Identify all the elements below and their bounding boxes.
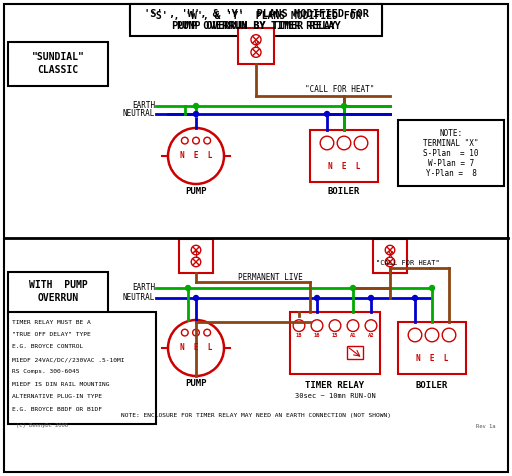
Circle shape (194, 103, 199, 109)
Text: (c) BennyDc 2006: (c) BennyDc 2006 (16, 424, 68, 428)
Circle shape (194, 296, 199, 300)
Text: TERMINAL "X": TERMINAL "X" (423, 139, 479, 149)
Circle shape (413, 296, 417, 300)
Text: "CALL FOR HEAT": "CALL FOR HEAT" (305, 85, 375, 93)
FancyBboxPatch shape (4, 4, 508, 472)
Circle shape (181, 329, 188, 336)
FancyBboxPatch shape (130, 8, 382, 28)
Circle shape (314, 296, 319, 300)
Circle shape (181, 137, 188, 144)
Text: X: X (253, 41, 259, 50)
Text: BOILER: BOILER (416, 381, 448, 390)
Text: N  E  L: N E L (180, 151, 212, 160)
Bar (310, 130, 378, 182)
Circle shape (342, 103, 347, 109)
Text: W-Plan = 7: W-Plan = 7 (428, 159, 474, 169)
Circle shape (325, 111, 330, 117)
Circle shape (385, 257, 395, 267)
Bar (398, 322, 466, 374)
Text: NEUTRAL: NEUTRAL (123, 294, 155, 303)
Text: EARTH: EARTH (132, 101, 155, 110)
Text: 30sec ~ 10mn RUN-ON: 30sec ~ 10mn RUN-ON (294, 393, 375, 399)
Text: 15: 15 (332, 334, 338, 338)
Text: N  E  L: N E L (328, 162, 360, 171)
Text: M1EDF 24VAC/DC//230VAC .5-10MI: M1EDF 24VAC/DC//230VAC .5-10MI (12, 357, 124, 362)
FancyBboxPatch shape (130, 4, 382, 36)
Text: PUMP: PUMP (185, 379, 207, 388)
Text: PUMP OVERRUN BY TIMER RELAY: PUMP OVERRUN BY TIMER RELAY (177, 21, 335, 31)
Circle shape (311, 320, 323, 331)
Text: N  E  L: N E L (416, 354, 448, 363)
Text: M1EDF IS DIN RAIL MOUNTING: M1EDF IS DIN RAIL MOUNTING (12, 382, 110, 387)
Bar (290, 312, 380, 374)
Circle shape (320, 136, 334, 150)
Circle shape (365, 320, 377, 331)
Circle shape (204, 137, 210, 144)
Text: E.G. BROYCE CONTROL: E.G. BROYCE CONTROL (12, 345, 83, 349)
Text: S-Plan  = 10: S-Plan = 10 (423, 149, 479, 159)
Bar (238, 28, 274, 64)
Text: 'S' , 'W', & 'Y'  PLANS MODIFIED FOR: 'S' , 'W', & 'Y' PLANS MODIFIED FOR (143, 9, 369, 19)
Text: PERMANENT LIVE: PERMANENT LIVE (238, 274, 303, 282)
Bar (179, 239, 213, 273)
Text: 'S' , 'W', & 'Y'  PLANS MODIFIED FOR: 'S' , 'W', & 'Y' PLANS MODIFIED FOR (150, 11, 362, 21)
FancyBboxPatch shape (8, 272, 108, 316)
Circle shape (385, 245, 395, 255)
Text: TIMER RELAY MUST BE A: TIMER RELAY MUST BE A (12, 319, 91, 325)
Circle shape (442, 328, 456, 342)
Text: NOTE:: NOTE: (439, 129, 462, 139)
Text: 1: 1 (194, 251, 199, 260)
Text: "CALL FOR HEAT": "CALL FOR HEAT" (376, 260, 440, 266)
Text: X: X (388, 251, 393, 260)
Circle shape (408, 328, 422, 342)
Text: PUMP: PUMP (185, 188, 207, 197)
Circle shape (351, 286, 355, 290)
Circle shape (191, 245, 201, 255)
Circle shape (337, 136, 351, 150)
Text: OVERRUN: OVERRUN (37, 293, 78, 303)
Circle shape (430, 286, 435, 290)
Circle shape (293, 320, 305, 331)
Circle shape (193, 137, 199, 144)
Text: PUMP OVERRUN BY TIMER RELAY: PUMP OVERRUN BY TIMER RELAY (172, 21, 340, 31)
Text: TIMER RELAY: TIMER RELAY (306, 381, 365, 390)
Circle shape (347, 320, 359, 331)
Text: "TRUE OFF DELAY" TYPE: "TRUE OFF DELAY" TYPE (12, 332, 91, 337)
FancyBboxPatch shape (8, 312, 156, 424)
Text: RS Comps. 300-6045: RS Comps. 300-6045 (12, 369, 79, 375)
Text: 16: 16 (314, 334, 320, 338)
Circle shape (168, 128, 224, 184)
Text: "SUNDIAL": "SUNDIAL" (32, 52, 84, 62)
Text: NEUTRAL: NEUTRAL (123, 109, 155, 119)
Circle shape (251, 47, 261, 57)
Text: A1: A1 (350, 334, 356, 338)
Text: Y-Plan =  8: Y-Plan = 8 (425, 169, 477, 178)
FancyBboxPatch shape (8, 42, 108, 86)
Text: EARTH: EARTH (132, 284, 155, 292)
Bar (373, 239, 407, 273)
Text: N  E  L: N E L (180, 344, 212, 353)
Circle shape (193, 329, 199, 336)
Text: BOILER: BOILER (328, 188, 360, 197)
Text: NOTE: ENCLOSURE FOR TIMER RELAY MAY NEED AN EARTH CONNECTION (NOT SHOWN): NOTE: ENCLOSURE FOR TIMER RELAY MAY NEED… (121, 414, 391, 418)
Text: WITH  PUMP: WITH PUMP (29, 280, 88, 290)
Circle shape (191, 257, 201, 267)
Text: E.G. BROYCE B8DF OR B1DF: E.G. BROYCE B8DF OR B1DF (12, 407, 102, 412)
Circle shape (185, 286, 190, 290)
Circle shape (168, 320, 224, 376)
Text: A2: A2 (368, 334, 374, 338)
Circle shape (425, 328, 439, 342)
Circle shape (329, 320, 341, 331)
Circle shape (251, 35, 261, 45)
Circle shape (194, 111, 199, 117)
Text: Rev 1a: Rev 1a (477, 424, 496, 428)
FancyBboxPatch shape (398, 120, 504, 186)
Circle shape (204, 329, 210, 336)
Circle shape (354, 136, 368, 150)
Text: 18: 18 (296, 334, 302, 338)
Text: CLASSIC: CLASSIC (37, 65, 78, 75)
Bar (347, 346, 363, 358)
Text: ALTERNATIVE PLUG-IN TYPE: ALTERNATIVE PLUG-IN TYPE (12, 395, 102, 399)
Circle shape (369, 296, 373, 300)
